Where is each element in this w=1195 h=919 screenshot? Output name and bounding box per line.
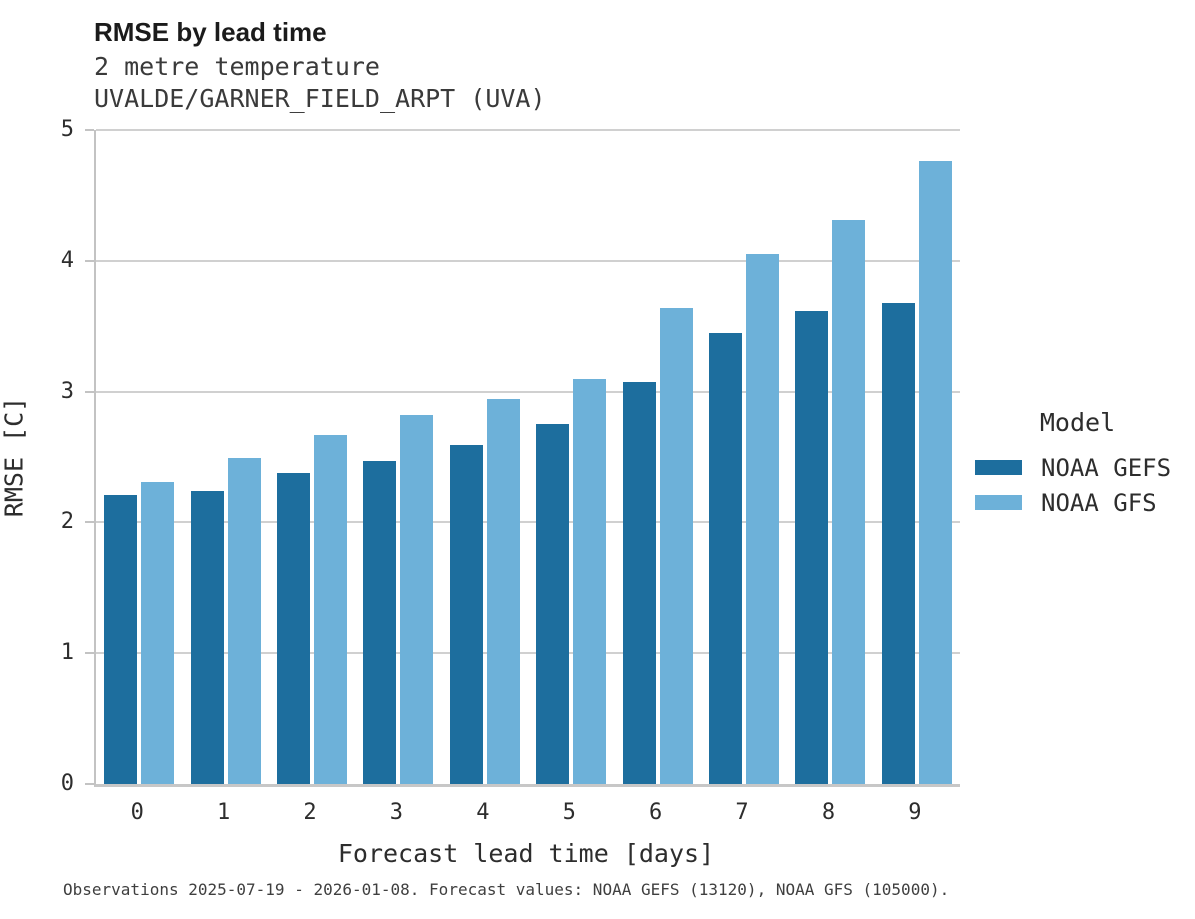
page-title: RMSE by lead time <box>94 17 327 47</box>
gridline-y5 <box>96 129 960 131</box>
bar-noaa-gfs-lead-0 <box>141 481 175 784</box>
xtick-label-1: 1 <box>216 800 231 825</box>
bar-noaa-gefs-lead-1 <box>190 491 224 784</box>
bar-group-lead-6 <box>614 130 700 784</box>
bar-row <box>96 130 960 784</box>
bar-noaa-gefs-lead-0 <box>104 494 138 784</box>
bar-noaa-gfs-lead-8 <box>832 220 866 784</box>
bar-noaa-gefs-lead-4 <box>449 445 483 784</box>
gridline-y4 <box>96 259 960 262</box>
bar-noaa-gfs-lead-4 <box>486 399 520 784</box>
bar-noaa-gefs-lead-9 <box>881 302 915 784</box>
bar-noaa-gefs-lead-5 <box>536 424 570 784</box>
xtick-label-7: 7 <box>735 800 749 825</box>
xtick-label-3: 3 <box>389 800 404 825</box>
bar-noaa-gefs-lead-8 <box>795 310 829 784</box>
bar-noaa-gefs-lead-3 <box>363 460 397 784</box>
ytick-mark-5 <box>85 129 94 131</box>
bar-group-lead-4 <box>442 130 528 784</box>
xtick-label-6: 6 <box>649 800 663 825</box>
legend-title: Model <box>1039 408 1116 437</box>
bar-group-lead-0 <box>96 130 182 784</box>
legend-entry-noaa-gfs: NOAA GFS <box>975 485 1180 520</box>
chart-subtitle-station: UVALDE/GARNER_FIELD_ARPT (UVA) <box>94 84 546 113</box>
bar-noaa-gfs-lead-2 <box>314 434 348 784</box>
ytick-label-5: 5 <box>60 117 74 142</box>
ytick-mark-1 <box>85 652 94 655</box>
bar-noaa-gfs-lead-5 <box>573 378 607 784</box>
ytick-label-0: 0 <box>60 771 74 796</box>
bar-noaa-gefs-lead-6 <box>622 382 656 784</box>
bar-group-lead-5 <box>528 130 614 784</box>
ytick-mark-4 <box>85 259 94 262</box>
plot-area <box>94 129 960 787</box>
bar-noaa-gfs-lead-1 <box>227 458 261 784</box>
ytick-label-3: 3 <box>60 378 74 404</box>
chart-subtitle-variable: 2 metre temperature <box>94 52 380 81</box>
bar-group-lead-8 <box>787 130 873 784</box>
ytick-label-1: 1 <box>60 640 74 666</box>
bar-noaa-gfs-lead-9 <box>918 161 952 784</box>
xtick-label-9: 9 <box>908 800 922 825</box>
footer-caption: Observations 2025-07-19 - 2026-01-08. Fo… <box>63 880 950 899</box>
gridline-y2 <box>96 521 960 524</box>
x-axis-label: Forecast lead time [days] <box>337 839 715 868</box>
bar-group-lead-2 <box>269 130 355 784</box>
bar-group-lead-1 <box>182 130 268 784</box>
bar-group-lead-9 <box>874 130 960 784</box>
ytick-label-2: 2 <box>60 509 74 535</box>
y-axis-tick-labels: 0 1 2 3 4 5 <box>30 117 74 796</box>
x-axis-tick-labels: 0 1 2 3 4 5 6 7 8 9 <box>94 800 958 825</box>
xtick-label-8: 8 <box>821 800 836 825</box>
ytick-label-4: 4 <box>60 247 74 273</box>
xtick-label-0: 0 <box>130 800 144 825</box>
ytick-mark-3 <box>85 390 94 393</box>
bar-noaa-gefs-lead-2 <box>277 472 311 784</box>
legend-label: NOAA GEFS <box>1041 453 1172 482</box>
gridline-y1 <box>96 652 960 655</box>
ytick-mark-2 <box>85 521 94 524</box>
legend-swatch-noaa-gefs <box>975 460 1022 475</box>
bar-noaa-gfs-lead-3 <box>400 415 434 784</box>
xtick-label-2: 2 <box>303 800 317 825</box>
xtick-label-4: 4 <box>476 800 490 825</box>
bar-noaa-gfs-lead-7 <box>746 254 780 784</box>
bar-noaa-gfs-lead-6 <box>659 307 693 784</box>
xtick-label-5: 5 <box>562 800 576 825</box>
y-axis-tick-marks <box>85 129 94 785</box>
legend-entry-noaa-gefs: NOAA GEFS <box>975 450 1180 485</box>
legend-entries: NOAA GEFS NOAA GFS <box>975 450 1180 520</box>
ytick-mark-0 <box>85 783 94 785</box>
bar-group-lead-7 <box>701 130 787 784</box>
bar-group-lead-3 <box>355 130 441 784</box>
y-axis-label: RMSE [C] <box>0 396 29 518</box>
legend-label: NOAA GFS <box>1041 488 1157 517</box>
legend-swatch-noaa-gfs <box>975 495 1022 510</box>
gridline-y3 <box>96 390 960 393</box>
bar-noaa-gefs-lead-7 <box>709 332 743 784</box>
legend: Model NOAA GEFS NOAA GFS <box>975 408 1180 520</box>
